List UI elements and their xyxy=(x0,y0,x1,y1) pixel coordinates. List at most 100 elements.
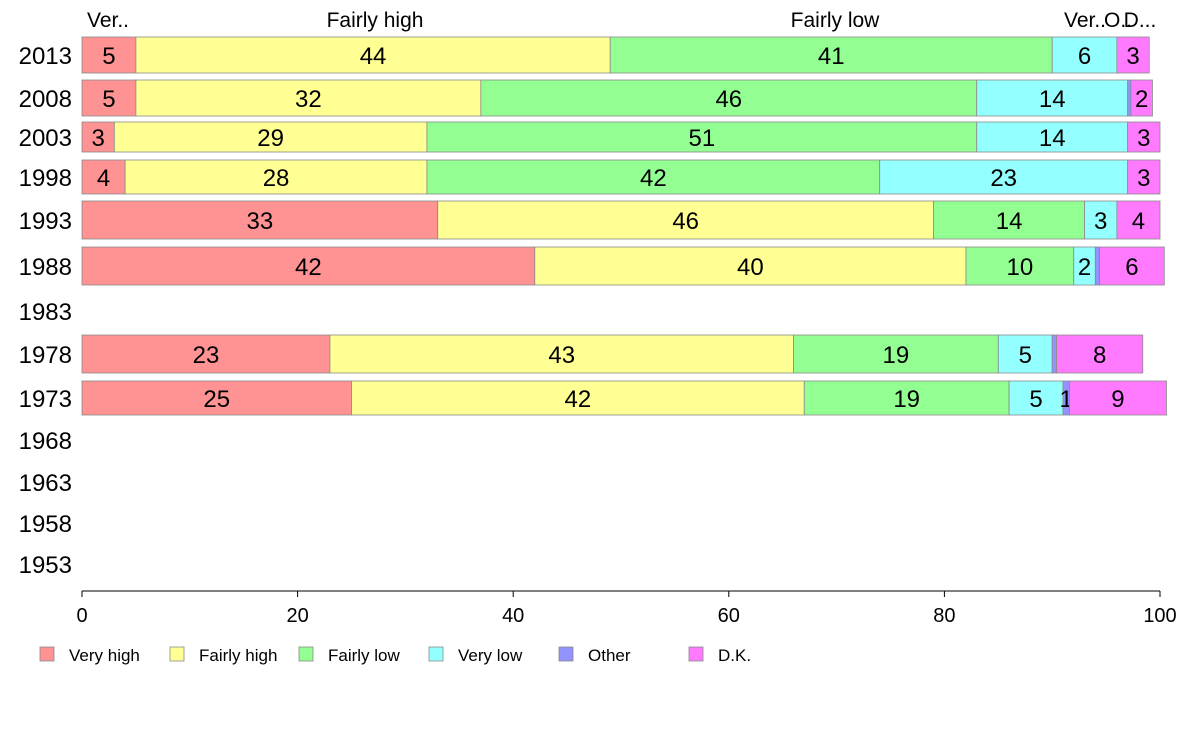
bar-1993-fairly-high xyxy=(437,200,935,240)
legend-swatch-4 xyxy=(558,646,574,662)
x-tick-label-100: 100 xyxy=(1143,605,1176,627)
top-series-label-4: O.. xyxy=(1104,9,1132,32)
year-label-1973: 1973 xyxy=(19,386,72,413)
year-label-2008: 2008 xyxy=(19,86,72,113)
data-label-1988-0: 42 xyxy=(295,254,322,281)
top-series-label-0: Ver.. xyxy=(87,9,129,32)
x-tick-label-0: 0 xyxy=(76,605,87,627)
bar-1973-very-high xyxy=(81,380,352,416)
legend-swatch-0 xyxy=(39,646,55,662)
data-label-1993-3: 3 xyxy=(1094,208,1107,235)
bar-2003-d-k xyxy=(1127,121,1161,153)
bar-1993-very-low xyxy=(1084,200,1118,240)
bar-2003-fairly-low xyxy=(426,121,978,153)
year-label-2003: 2003 xyxy=(19,125,72,152)
data-label-2013-1: 44 xyxy=(360,43,387,70)
bar-1978-d-k xyxy=(1056,334,1144,374)
year-label-1953: 1953 xyxy=(19,552,72,579)
year-label-1958: 1958 xyxy=(19,511,72,538)
x-tick-label-60: 60 xyxy=(718,605,740,627)
bar-2003-fairly-high xyxy=(113,121,428,153)
bar-1973-fairly-high xyxy=(351,380,805,416)
data-label-2013-2: 41 xyxy=(818,43,845,70)
data-label-2008-5: 2 xyxy=(1135,86,1148,113)
legend-label-1: Fairly high xyxy=(199,646,277,665)
data-label-2013-0: 5 xyxy=(102,43,115,70)
data-label-1988-1: 40 xyxy=(737,254,764,281)
top-series-label-2: Fairly low xyxy=(791,9,881,32)
data-label-1978-2: 19 xyxy=(883,342,910,369)
data-label-1973-2: 19 xyxy=(893,386,920,413)
bar-2013-very-high xyxy=(81,36,137,74)
x-tick-label-20: 20 xyxy=(286,605,308,627)
bar-2013-d-k xyxy=(1116,36,1150,74)
bar-2008-other xyxy=(1127,79,1132,117)
legend-swatch-3 xyxy=(428,646,444,662)
legend-label-0: Very high xyxy=(69,646,140,665)
legend-swatch-2 xyxy=(298,646,314,662)
data-label-1978-5: 8 xyxy=(1093,342,1106,369)
bar-1993-fairly-low xyxy=(933,200,1085,240)
bar-1973-d-k xyxy=(1069,380,1167,416)
x-tick-label-80: 80 xyxy=(933,605,955,627)
bar-1998-fairly-low xyxy=(426,159,881,195)
bar-1978-fairly-high xyxy=(329,334,794,374)
data-label-1973-5: 9 xyxy=(1111,386,1124,413)
data-label-1978-0: 23 xyxy=(193,342,220,369)
data-label-1978-3: 5 xyxy=(1019,342,1032,369)
bar-1998-very-low xyxy=(879,159,1129,195)
data-label-1973-0: 25 xyxy=(203,386,230,413)
bar-1978-fairly-low xyxy=(793,334,999,374)
data-label-2008-1: 32 xyxy=(295,86,322,113)
data-label-2013-3: 6 xyxy=(1078,43,1091,70)
year-label-1998: 1998 xyxy=(19,165,72,192)
legend-label-4: Other xyxy=(588,646,631,665)
data-label-2003-0: 3 xyxy=(91,125,104,152)
year-label-1993: 1993 xyxy=(19,208,72,235)
year-label-1968: 1968 xyxy=(19,428,72,455)
bar-2008-very-low xyxy=(976,79,1129,117)
top-series-label-3: Ver.. xyxy=(1064,9,1106,32)
data-label-1998-5: 3 xyxy=(1137,165,1150,192)
data-label-2003-3: 14 xyxy=(1039,125,1066,152)
bar-1993-very-high xyxy=(81,200,439,240)
bar-2008-d-k xyxy=(1130,79,1153,117)
data-label-2013-5: 3 xyxy=(1126,43,1139,70)
data-label-1978-1: 43 xyxy=(548,342,575,369)
legend-swatch-5 xyxy=(688,646,704,662)
year-label-1978: 1978 xyxy=(19,342,72,369)
data-label-2003-2: 51 xyxy=(688,125,715,152)
top-series-label-1: Fairly high xyxy=(327,9,424,32)
bar-2008-very-high xyxy=(81,79,137,117)
data-label-1998-3: 23 xyxy=(990,165,1017,192)
data-label-1993-5: 4 xyxy=(1132,208,1145,235)
legend-label-3: Very low xyxy=(458,646,523,665)
legend-label-2: Fairly low xyxy=(328,646,401,665)
data-label-2003-1: 29 xyxy=(257,125,284,152)
year-label-1983: 1983 xyxy=(19,299,72,326)
bar-1998-fairly-high xyxy=(124,159,428,195)
data-label-1973-3: 5 xyxy=(1029,386,1042,413)
bar-2013-fairly-high xyxy=(135,36,611,74)
year-label-1988: 1988 xyxy=(19,254,72,281)
data-label-2003-5: 3 xyxy=(1137,125,1150,152)
bar-1978-very-high xyxy=(81,334,331,374)
bar-1988-fairly-high xyxy=(534,246,967,286)
bar-2003-very-high xyxy=(81,121,115,153)
data-label-1973-1: 42 xyxy=(565,386,592,413)
data-label-1993-0: 33 xyxy=(247,208,274,235)
bar-1988-d-k xyxy=(1099,246,1165,286)
bar-1993-d-k xyxy=(1116,200,1161,240)
legend-swatch-1 xyxy=(169,646,185,662)
data-label-1988-3: 2 xyxy=(1078,254,1091,281)
data-label-1998-1: 28 xyxy=(263,165,290,192)
data-label-1988-5: 6 xyxy=(1125,254,1138,281)
bar-2003-very-low xyxy=(976,121,1129,153)
bar-1978-very-low xyxy=(997,334,1053,374)
x-tick-label-40: 40 xyxy=(502,605,524,627)
data-label-1988-2: 10 xyxy=(1007,254,1034,281)
bar-2008-fairly-high xyxy=(135,79,482,117)
data-label-2008-3: 14 xyxy=(1039,86,1066,113)
